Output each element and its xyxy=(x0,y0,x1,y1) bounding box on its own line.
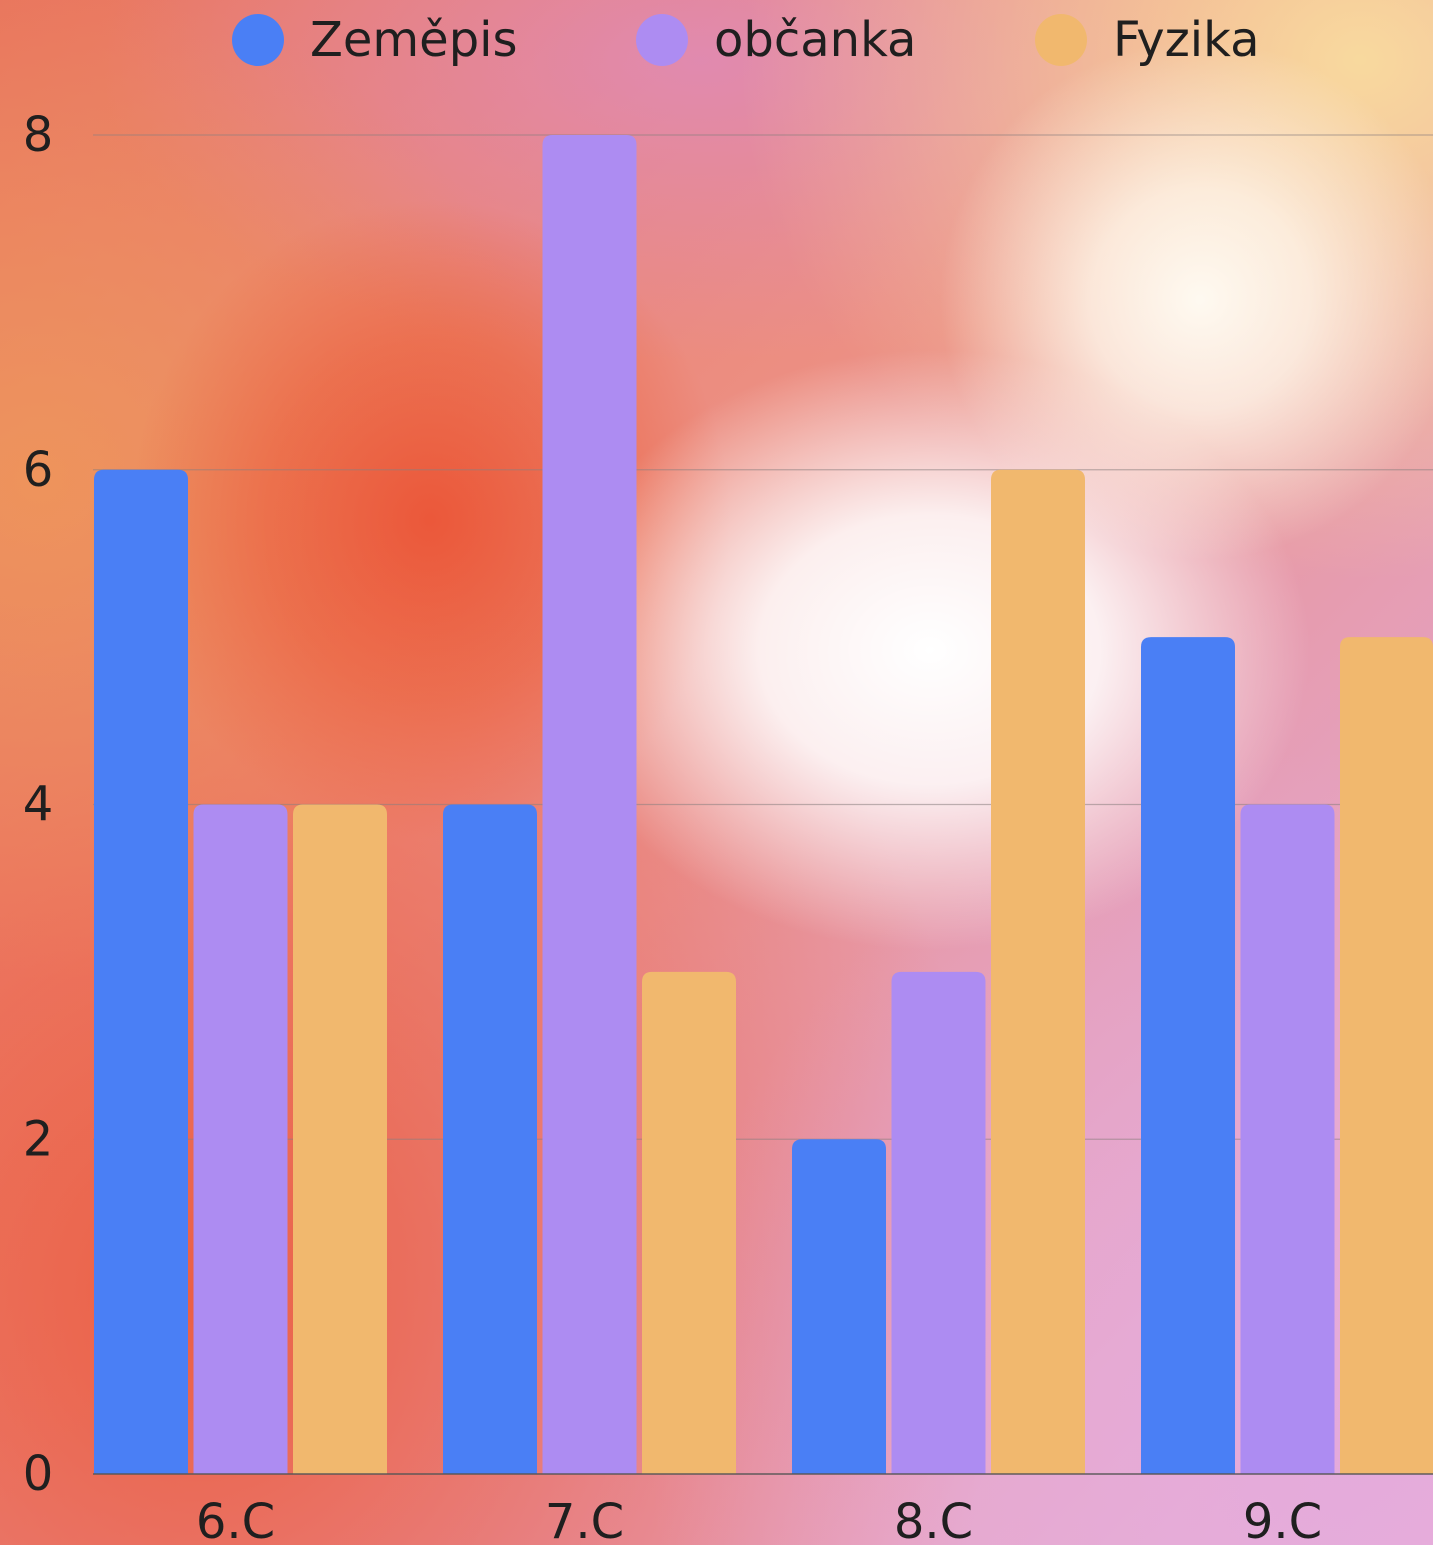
x-tick-label: 9.C xyxy=(1243,1494,1322,1545)
x-tick-label: 7.C xyxy=(545,1494,624,1545)
legend-label: Zeměpis xyxy=(310,12,518,68)
x-axis: 6.C 7.C 8.C 9.C xyxy=(196,1494,1322,1545)
legend-label: občanka xyxy=(714,12,916,68)
bars xyxy=(94,135,1433,1474)
bar-obcanka-6-c xyxy=(193,804,288,1474)
y-tick-label: 0 xyxy=(23,1446,54,1502)
bar-zemepis-8-c xyxy=(792,1139,886,1474)
legend-swatch xyxy=(636,14,688,66)
x-tick-label: 8.C xyxy=(894,1494,973,1545)
legend: Zeměpis občanka Fyzika xyxy=(232,12,1260,68)
bar-obcanka-8-c xyxy=(891,971,986,1474)
bar-zemepis-7-c xyxy=(443,804,537,1474)
legend-swatch xyxy=(232,14,284,66)
legend-label: Fyzika xyxy=(1113,12,1260,68)
bar-fyzika-6-c xyxy=(293,804,387,1474)
bar-zemepis-9-c xyxy=(1141,637,1235,1474)
y-tick-label: 2 xyxy=(23,1111,54,1167)
x-tick-label: 6.C xyxy=(196,1494,275,1545)
bar-obcanka-9-c xyxy=(1240,804,1335,1474)
bar-zemepis-6-c xyxy=(94,469,188,1474)
y-tick-label: 6 xyxy=(23,442,54,498)
bar-obcanka-7-c xyxy=(542,135,637,1474)
legend-item-fyzika: Fyzika xyxy=(1035,12,1260,68)
bar-fyzika-8-c xyxy=(991,469,1085,1474)
y-axis: 0 2 4 6 8 xyxy=(23,107,54,1502)
legend-swatch xyxy=(1035,14,1087,66)
bar-fyzika-9-c xyxy=(1340,637,1433,1474)
bar-fyzika-7-c xyxy=(642,971,736,1474)
y-tick-label: 8 xyxy=(23,107,54,163)
legend-item-obcanka: občanka xyxy=(636,12,916,68)
y-tick-label: 4 xyxy=(23,777,54,833)
legend-item-zemepis: Zeměpis xyxy=(232,12,518,68)
